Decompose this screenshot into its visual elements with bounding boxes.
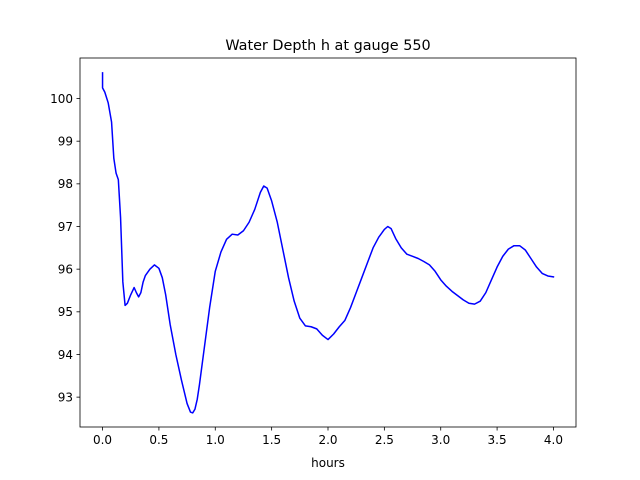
x-tick-label: 0.0 <box>93 433 112 447</box>
x-tick-label: 3.0 <box>431 433 450 447</box>
x-tick-label: 2.0 <box>318 433 337 447</box>
y-tick-label: 94 <box>58 348 73 362</box>
x-tick-label: 4.0 <box>544 433 563 447</box>
x-tick-label: 3.5 <box>488 433 507 447</box>
x-tick-label: 2.5 <box>375 433 394 447</box>
chart-title: Water Depth h at gauge 550 <box>225 38 430 54</box>
y-tick-label: 96 <box>58 262 73 276</box>
x-tick-label: 0.5 <box>149 433 168 447</box>
plot-area: 0.0 0.5 1.0 1.5 2.0 2.5 3.0 3.5 4.0 93 94 95 96 97 98 9… <box>50 57 577 447</box>
series-line-0 <box>101 72 555 414</box>
y-tick-label: 97 <box>58 220 73 234</box>
x-tick-label: 1.0 <box>206 433 225 447</box>
x-axis-label: hours <box>311 456 345 470</box>
y-tick-label: 93 <box>58 390 73 404</box>
x-tick-label: 1.5 <box>262 433 281 447</box>
y-tick-label: 100 <box>50 92 73 106</box>
y-tick-label: 98 <box>58 177 73 191</box>
y-tick-label: 99 <box>58 134 73 148</box>
y-tick-label: 95 <box>58 305 73 319</box>
